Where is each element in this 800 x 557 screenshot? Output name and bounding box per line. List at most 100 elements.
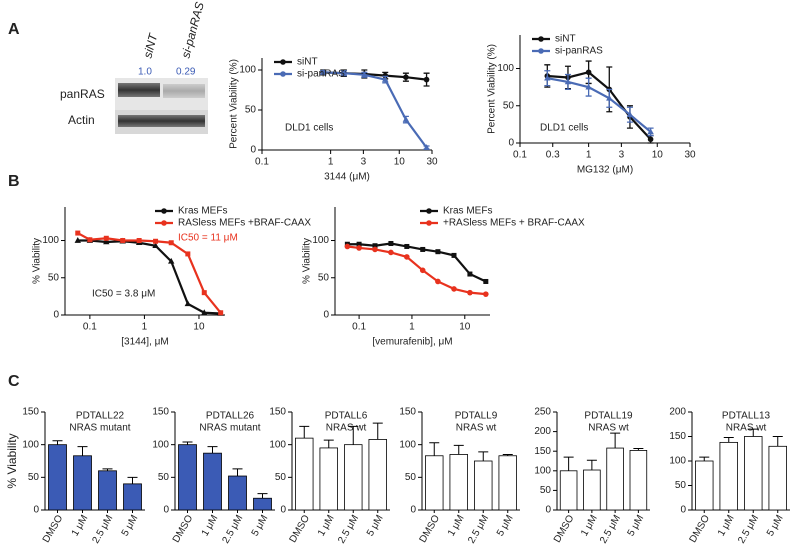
y-tick-label: 200 — [669, 407, 686, 418]
marker — [120, 238, 126, 244]
chart-title: PDTALL22 — [76, 411, 125, 422]
chart-title: PDTALL9 — [455, 411, 498, 422]
error-bar — [182, 441, 193, 445]
chart-subtitle: NRAS mutant — [199, 423, 260, 434]
marker — [423, 144, 430, 150]
y-tick-label: 50 — [158, 472, 170, 483]
marker — [168, 240, 174, 246]
marker — [356, 241, 362, 247]
marker — [483, 291, 489, 297]
marker — [168, 257, 175, 264]
x-tick-label: 2.5 μM — [336, 513, 361, 545]
error-bar — [453, 444, 464, 455]
y-tick-label: 100 — [534, 465, 551, 476]
y-tick-label: 0 — [680, 505, 686, 516]
bar — [744, 436, 763, 511]
bar — [449, 454, 468, 511]
x-tick-label: 1 μM — [316, 513, 337, 538]
x-axis-label: 3144 (μM) — [324, 172, 370, 183]
bar — [498, 455, 517, 511]
error-bar — [299, 425, 310, 439]
marker — [136, 238, 142, 244]
x-tick-label: 2.5 μM — [736, 513, 761, 545]
series-line — [77, 239, 221, 315]
bar — [73, 455, 92, 511]
marker — [647, 136, 654, 143]
legend-marker — [538, 36, 544, 42]
x-tick-label: 0.1 — [513, 150, 527, 161]
chart-subtitle: NRAS mutant — [69, 423, 130, 434]
marker — [435, 249, 441, 255]
error-bar — [232, 468, 243, 477]
bar — [178, 444, 197, 511]
legend-label: siNT — [555, 34, 576, 45]
marker — [340, 69, 348, 76]
legend-label: RASless MEFs +BRAF-CAAX — [178, 218, 311, 229]
error-bar — [127, 476, 138, 484]
y-tick-label: 150 — [399, 407, 416, 418]
bar — [768, 445, 787, 511]
x-tick-label: 1 μM — [70, 513, 91, 538]
marker — [382, 76, 389, 82]
y-tick-label: 50 — [48, 272, 60, 283]
western-blot: siNT si-panRAS 1.0 0.29 panRAS Actin — [60, 1, 208, 134]
y-tick-label: 50 — [318, 272, 330, 283]
x-axis-label: [vemurafenib], μM — [372, 337, 452, 348]
marker — [185, 251, 191, 257]
x-tick-label: 0.3 — [546, 150, 560, 161]
y-tick-label: 200 — [534, 426, 551, 437]
annotation: DLD1 cells — [540, 123, 588, 134]
band — [163, 84, 205, 98]
legend-marker — [161, 208, 167, 214]
x-tick-label: 1 μM — [716, 513, 737, 538]
legend-label: Kras MEFs — [178, 206, 227, 217]
x-tick-label: 5 μM — [120, 513, 141, 538]
y-tick-label: 0 — [410, 505, 416, 516]
error-bar — [372, 422, 383, 440]
y-tick-label: 0 — [508, 138, 514, 149]
x-tick-label: 1 — [409, 322, 415, 333]
x-tick-label: 2.5 μM — [598, 513, 623, 545]
bar — [559, 470, 578, 511]
marker — [320, 68, 327, 75]
bar — [228, 475, 247, 511]
bar — [123, 483, 142, 511]
bar — [295, 437, 314, 511]
bar — [203, 452, 222, 511]
marker — [372, 243, 378, 249]
bar — [253, 497, 272, 511]
marker — [344, 243, 351, 250]
x-tick-label: 2.5 μM — [90, 513, 115, 545]
y-tick-label: 100 — [312, 235, 329, 246]
marker — [201, 309, 208, 316]
marker — [184, 300, 192, 307]
legend-label: siNT — [297, 57, 318, 68]
y-tick-label: 0 — [53, 310, 59, 321]
x-tick-label: 1 μM — [579, 513, 600, 538]
y-tick-label: 100 — [22, 439, 39, 450]
error-bar — [586, 459, 597, 471]
band — [118, 115, 205, 127]
y-tick-label: 150 — [152, 407, 169, 418]
error-bar — [348, 425, 359, 445]
marker — [420, 246, 426, 252]
marker — [388, 240, 394, 246]
legend-marker — [426, 220, 432, 226]
x-tick-label: 5 μM — [365, 513, 386, 538]
y-tick-label: 50 — [245, 105, 257, 116]
marker — [372, 246, 378, 253]
chart-title: PDTALL13 — [722, 411, 771, 422]
marker — [152, 242, 159, 249]
y-tick-label: 150 — [534, 446, 551, 457]
y-tick-label: 100 — [497, 63, 514, 74]
error-bar — [52, 440, 63, 445]
marker — [218, 310, 224, 316]
chart-title: PDTALL19 — [584, 411, 633, 422]
y-tick-label: 0 — [280, 505, 286, 516]
error-bar — [207, 446, 218, 454]
marker — [75, 230, 81, 236]
y-tick-label: 250 — [534, 407, 551, 418]
y-tick-label: 0 — [545, 505, 551, 516]
x-tick-label: 1 μM — [446, 513, 467, 538]
marker — [402, 116, 410, 122]
